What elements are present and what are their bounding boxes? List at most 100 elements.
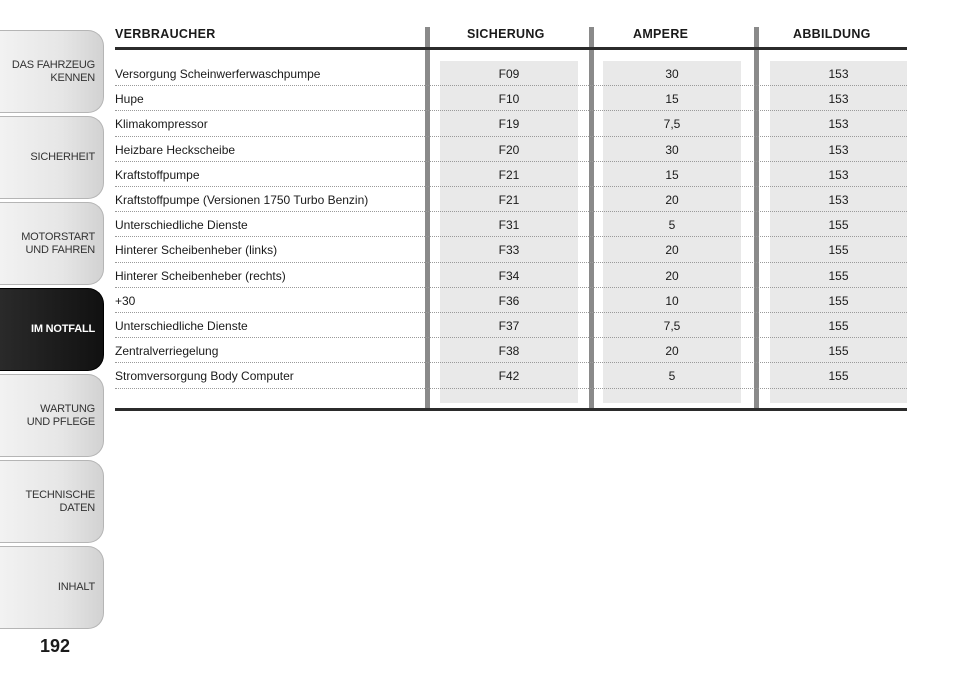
header-fuse: SICHERUNG — [467, 27, 545, 41]
consumer-cell: Hupe — [115, 92, 144, 107]
fuse-cell: F37 — [498, 319, 520, 333]
tab-label: INHALT — [57, 581, 95, 593]
tab-label: MOTORSTART UND FAHREN — [21, 230, 95, 256]
fuse-cell: F20 — [498, 142, 520, 157]
consumer-cell: Unterschiedliche Dienste — [115, 218, 248, 233]
consumer-cell: Hinterer Scheibenheber (rechts) — [115, 268, 286, 283]
tab-inhalt[interactable]: INHALT — [0, 546, 104, 629]
row-divider — [115, 261, 907, 263]
table-row: Klimakompressor F19 7,5 153 — [115, 111, 907, 137]
figure-cell: 153 — [828, 142, 849, 157]
figure-cell: 155 — [828, 268, 849, 283]
row-divider — [115, 236, 907, 238]
tab-technische-daten[interactable]: TECHNISCHE DATEN — [0, 460, 104, 543]
row-divider — [115, 286, 907, 288]
row-divider — [115, 85, 907, 87]
row-divider — [115, 311, 907, 313]
figure-cell: 155 — [828, 218, 849, 233]
table-row: +30 F36 10 155 — [115, 288, 907, 313]
consumer-cell: Versorgung Scheinwerferwaschpumpe — [115, 67, 321, 81]
ampere-cell: 5 — [668, 369, 676, 384]
ampere-cell: 5 — [668, 218, 676, 233]
header-consumer: VERBRAUCHER — [115, 27, 216, 41]
column-separator — [754, 27, 759, 411]
column-separator — [589, 27, 594, 411]
figure-cell: 153 — [828, 167, 849, 182]
fuse-table: VERBRAUCHER SICHERUNG AMPERE ABBILDUNG V… — [115, 27, 907, 417]
consumer-cell: Klimakompressor — [115, 117, 208, 132]
consumer-cell: Stromversorgung Body Computer — [115, 369, 294, 384]
tab-label: DAS FAHRZEUG KENNEN — [11, 58, 95, 84]
fuse-cell: F42 — [498, 369, 520, 384]
column-shade-figure — [770, 61, 907, 403]
ampere-cell: 15 — [665, 92, 679, 107]
figure-cell: 155 — [828, 344, 849, 359]
ampere-cell: 20 — [665, 268, 679, 283]
header-figure: ABBILDUNG — [793, 27, 871, 41]
table-row: Zentralverriegelung F38 20 155 — [115, 338, 907, 364]
row-divider — [115, 160, 907, 162]
tab-das-fahrzeug-kennen[interactable]: DAS FAHRZEUG KENNEN — [0, 30, 104, 113]
consumer-cell: Kraftstoffpumpe (Versionen 1750 Turbo Be… — [115, 193, 369, 207]
ampere-cell: 10 — [665, 293, 679, 308]
figure-cell: 153 — [828, 92, 849, 107]
tab-im-notfall[interactable]: IM NOTFALL — [0, 288, 104, 371]
bottom-rule — [115, 408, 907, 411]
consumer-cell: Heizbare Heckscheibe — [115, 142, 236, 157]
table-row: Hinterer Scheibenheber (rechts) F34 20 155 — [115, 263, 907, 288]
table-row: Kraftstoffpumpe (Versionen 1750 Turbo Be… — [115, 187, 907, 213]
consumer-cell: Hinterer Scheibenheber (links) — [115, 243, 278, 258]
consumer-cell: Zentralverriegelung — [115, 344, 219, 359]
figure-cell: 153 — [828, 193, 849, 207]
row-divider — [115, 185, 907, 187]
tab-label: SICHERHEIT — [30, 151, 95, 163]
column-separator — [425, 27, 430, 411]
fuse-cell: F09 — [498, 67, 520, 81]
chapter-tabs: DAS FAHRZEUG KENNEN SICHERHEIT MOTORSTAR… — [0, 30, 104, 632]
row-divider — [115, 337, 907, 339]
table-row: Stromversorgung Body Computer F42 5 155 — [115, 363, 907, 389]
ampere-cell: 20 — [665, 193, 679, 207]
figure-cell: 155 — [828, 243, 849, 258]
row-divider — [115, 387, 907, 389]
fuse-cell: F21 — [498, 193, 520, 207]
ampere-cell: 30 — [665, 142, 679, 157]
consumer-cell: Unterschiedliche Dienste — [115, 319, 248, 333]
row-divider — [115, 135, 907, 137]
row-divider — [115, 211, 907, 213]
fuse-cell: F34 — [498, 268, 520, 283]
consumer-cell: +30 — [115, 293, 136, 308]
ampere-cell: 7,5 — [663, 319, 681, 333]
figure-cell: 155 — [828, 319, 849, 333]
tab-label: TECHNISCHE DATEN — [25, 488, 95, 514]
table-row: Versorgung Scheinwerferwaschpumpe F09 30 15… — [115, 61, 907, 87]
tab-wartung-und-pflege[interactable]: WARTUNG UND PFLEGE — [0, 374, 104, 457]
tab-label: WARTUNG UND PFLEGE — [26, 402, 95, 428]
row-divider — [115, 362, 907, 364]
figure-cell: 155 — [828, 369, 849, 384]
fuse-cell: F38 — [498, 344, 520, 359]
fuse-cell: F10 — [498, 92, 520, 107]
table-row: Hinterer Scheibenheber (links) F33 20 155 — [115, 237, 907, 263]
column-shade-ampere — [603, 61, 741, 403]
header-ampere: AMPERE — [633, 27, 689, 41]
table-row: Kraftstoffpumpe F21 15 153 — [115, 162, 907, 187]
tab-label: IM NOTFALL — [31, 323, 95, 335]
fuse-cell: F19 — [498, 117, 520, 132]
header-rule — [115, 47, 907, 50]
row-divider — [115, 110, 907, 112]
ampere-cell: 20 — [665, 344, 679, 359]
table-row: Heizbare Heckscheibe F20 30 153 — [115, 137, 907, 162]
figure-cell: 153 — [828, 117, 849, 132]
ampere-cell: 30 — [665, 67, 679, 81]
table-row: Hupe F10 15 153 — [115, 86, 907, 112]
fuse-cell: F33 — [498, 243, 520, 258]
ampere-cell: 7,5 — [663, 117, 681, 132]
consumer-cell: Kraftstoffpumpe — [115, 167, 200, 182]
fuse-cell: F36 — [498, 293, 520, 308]
ampere-cell: 20 — [665, 243, 679, 258]
tab-motorstart-und-fahren[interactable]: MOTORSTART UND FAHREN — [0, 202, 104, 285]
ampere-cell: 15 — [665, 167, 679, 182]
tab-sicherheit[interactable]: SICHERHEIT — [0, 116, 104, 199]
page-number: 192 — [40, 636, 71, 656]
